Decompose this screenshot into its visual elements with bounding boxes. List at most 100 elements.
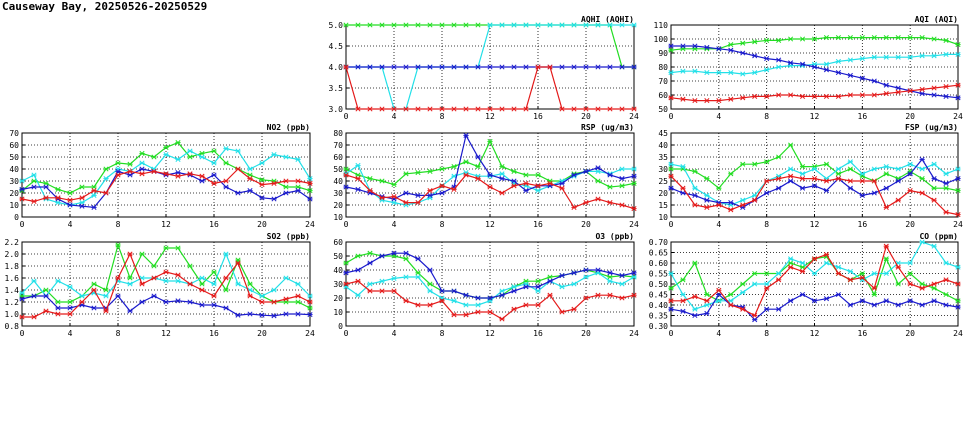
y-tick-label: 40	[658, 141, 668, 150]
data-point-red	[607, 200, 613, 206]
data-point-blue	[595, 267, 601, 273]
x-tick-label: 8	[764, 220, 769, 229]
data-point-green	[799, 164, 806, 170]
data-point-cyan	[31, 278, 37, 284]
x-tick-label: 24	[305, 329, 315, 338]
data-point-red	[103, 308, 109, 314]
data-point-blue	[43, 184, 49, 190]
data-point-blue	[439, 64, 445, 70]
data-point-cyan	[79, 293, 85, 299]
y-tick-label: 50	[9, 153, 19, 162]
data-point-red	[499, 190, 505, 196]
data-point-green	[43, 287, 49, 293]
data-point-cyan	[307, 176, 313, 182]
data-point-cyan	[811, 166, 818, 172]
data-point-cyan	[919, 166, 925, 172]
data-point-cyan	[883, 54, 889, 60]
data-point-red	[211, 180, 217, 186]
data-point-red	[235, 166, 241, 172]
data-point-cyan	[847, 159, 853, 165]
data-point-green	[499, 164, 505, 170]
data-point-red	[487, 184, 493, 190]
data-point-red	[931, 85, 937, 91]
y-tick-label: 0.35	[649, 312, 668, 321]
data-point-blue	[439, 190, 445, 196]
data-point-blue	[259, 312, 265, 318]
data-point-red	[307, 180, 313, 186]
data-point-red	[571, 106, 577, 112]
data-point-blue	[175, 298, 181, 304]
x-tick-label: 16	[533, 220, 543, 229]
data-point-blue	[847, 185, 853, 191]
data-point-blue	[535, 284, 541, 290]
data-point-blue	[415, 192, 421, 198]
data-point-cyan	[103, 293, 109, 299]
data-point-green	[415, 170, 421, 176]
data-point-cyan	[704, 70, 710, 76]
data-point-red	[55, 195, 61, 201]
data-point-green	[907, 270, 913, 277]
data-point-red	[283, 178, 289, 184]
data-point-red	[235, 260, 241, 266]
data-point-green	[955, 298, 961, 304]
data-point-cyan	[631, 22, 637, 28]
data-point-red	[439, 298, 445, 304]
data-point-blue	[811, 183, 818, 189]
y-tick-label: 0.40	[649, 301, 668, 310]
chart-title: FSP (ug/m3)	[905, 123, 958, 132]
data-point-red	[931, 281, 937, 287]
data-point-green	[379, 178, 385, 184]
data-point-red	[668, 298, 674, 304]
data-point-red	[835, 270, 842, 277]
data-point-blue	[583, 168, 589, 174]
data-point-cyan	[835, 264, 842, 270]
data-point-cyan	[19, 178, 25, 184]
data-point-green	[895, 35, 901, 41]
data-point-cyan	[247, 166, 253, 172]
data-point-blue	[704, 44, 710, 50]
chart-o3: 0 4 8 12 16 20 24 0 10 20 30 40 50 60 O3 (ppb)	[333, 232, 639, 338]
data-point-red	[391, 288, 397, 294]
data-point-red	[379, 195, 385, 201]
data-point-red	[704, 98, 710, 104]
data-point-cyan	[211, 160, 217, 166]
data-point-cyan	[943, 171, 949, 177]
data-point-blue	[704, 197, 710, 203]
data-point-blue	[607, 64, 613, 70]
data-point-cyan	[619, 22, 625, 28]
data-point-red	[463, 312, 469, 318]
data-point-green	[67, 190, 73, 196]
y-tick-label: 70	[333, 141, 343, 150]
data-point-blue	[43, 293, 49, 299]
data-point-blue	[668, 43, 674, 49]
data-point-green	[307, 305, 313, 311]
data-point-green	[403, 256, 409, 262]
data-point-green	[463, 22, 469, 28]
data-point-blue	[787, 298, 794, 304]
data-point-blue	[811, 298, 818, 304]
data-point-blue	[895, 178, 901, 184]
data-point-red	[355, 176, 361, 182]
data-point-green	[223, 160, 229, 166]
data-point-green	[427, 281, 433, 287]
data-point-red	[487, 309, 493, 315]
data-point-red	[343, 172, 349, 178]
data-point-red	[631, 292, 637, 298]
data-point-cyan	[139, 160, 145, 166]
data-point-blue	[235, 312, 241, 318]
x-tick-label: 24	[629, 220, 639, 229]
y-tick-label: 90	[658, 49, 668, 58]
data-point-green	[343, 166, 349, 172]
x-tick-label: 4	[392, 220, 397, 229]
data-point-blue	[91, 204, 97, 210]
y-tick-label: 1.4	[5, 286, 20, 295]
data-point-red	[955, 82, 961, 88]
x-tick-label: 4	[392, 329, 397, 338]
data-point-red	[295, 178, 301, 184]
data-point-blue	[523, 64, 529, 70]
data-point-green	[211, 148, 217, 154]
data-point-green	[871, 35, 877, 41]
data-point-red	[163, 269, 169, 275]
data-point-red	[787, 264, 794, 270]
data-point-cyan	[271, 152, 277, 158]
